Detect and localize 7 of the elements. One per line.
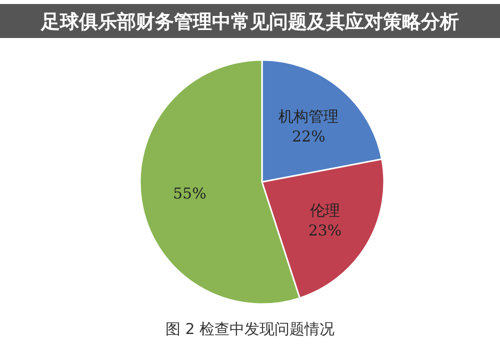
data-label: 55% — [173, 184, 206, 202]
data-label: 22% — [292, 128, 326, 146]
slice-label: 机构管理 — [278, 108, 339, 126]
caption: 图 2 检查中发现问题情况 — [165, 320, 335, 338]
chart-title: 足球俱乐部财务管理中常见问题及其应对策略分析 — [40, 11, 459, 33]
data-label: 23% — [308, 221, 342, 240]
slice-label: 伦理 — [310, 201, 340, 220]
